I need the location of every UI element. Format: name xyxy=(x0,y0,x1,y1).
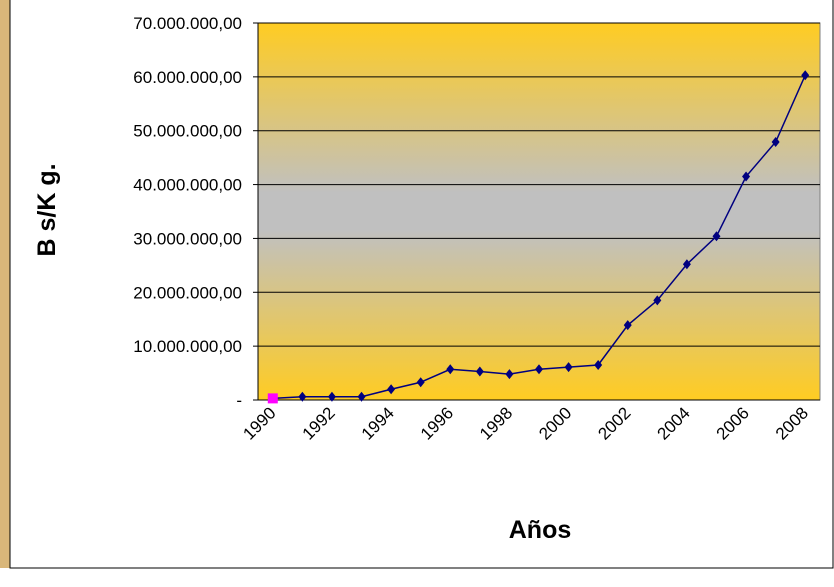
side-strip xyxy=(0,0,10,568)
marker xyxy=(623,320,632,331)
y-tick-label: 50.000.000,00 xyxy=(133,122,242,141)
marker xyxy=(357,391,366,402)
marker xyxy=(742,171,751,182)
marker xyxy=(327,391,336,402)
marker xyxy=(505,369,514,380)
y-tick-label: 30.000.000,00 xyxy=(133,229,242,248)
y-tick-label: 10.000.000,00 xyxy=(133,337,242,356)
marker xyxy=(712,231,721,242)
marker xyxy=(475,366,484,377)
y-tick-label: - xyxy=(236,391,242,410)
marker xyxy=(771,137,780,148)
marker xyxy=(682,259,691,270)
marker xyxy=(564,362,573,373)
x-axis-title: Años xyxy=(509,516,572,544)
plot-area xyxy=(257,22,821,401)
y-tick-label: 70.000.000,00 xyxy=(133,14,242,33)
marker xyxy=(594,359,603,370)
y-axis-title: B s/K g. xyxy=(33,163,61,256)
marker xyxy=(801,70,810,81)
marker xyxy=(416,377,425,388)
marker xyxy=(653,295,662,306)
marker xyxy=(387,384,396,395)
y-tick-label: 60.000.000,00 xyxy=(133,68,242,87)
marker xyxy=(267,393,278,404)
marker xyxy=(298,391,307,402)
marker xyxy=(535,364,543,375)
y-tick-label: 20.000.000,00 xyxy=(133,283,242,302)
marker xyxy=(446,364,455,375)
y-tick-label: 40.000.000,00 xyxy=(133,176,242,195)
